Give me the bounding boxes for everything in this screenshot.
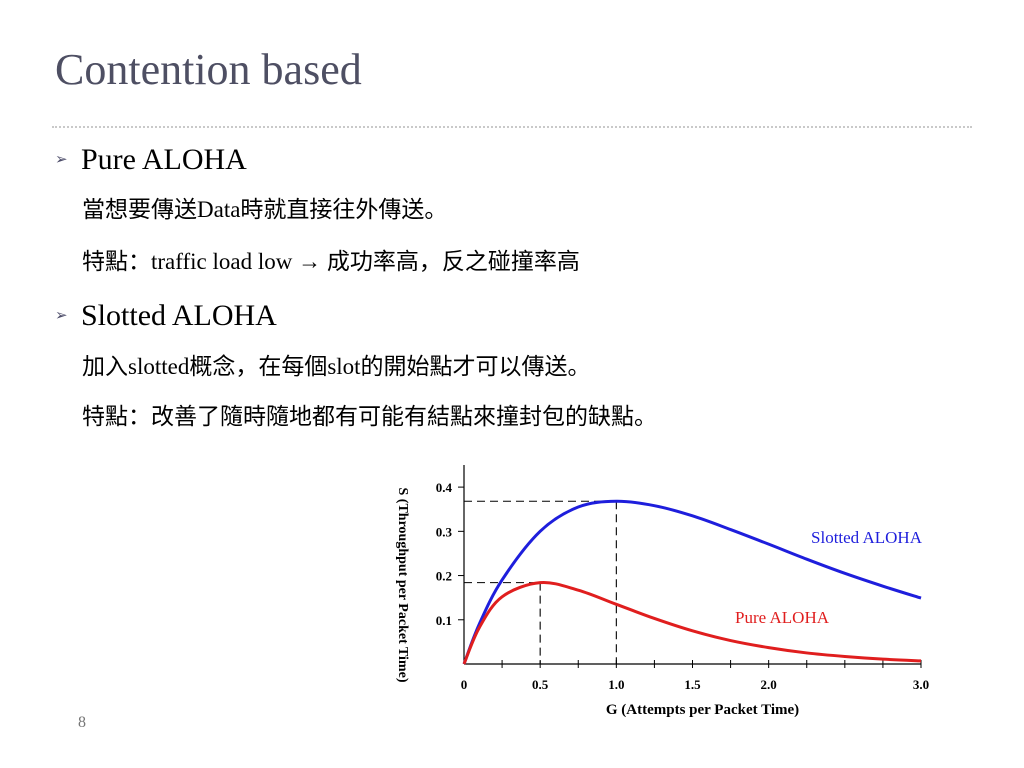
bullet-label: Slotted ALOHA [81,299,277,332]
pure-aloha-feature: 特點：traffic load low → 成功率高，反之碰撞率高 [82,249,580,274]
pure-aloha-label: Pure ALOHA [735,608,830,627]
x-tick-label: 1.0 [608,677,624,692]
page-number: 8 [78,714,86,731]
arrowhead-bullet-icon: ➢ [55,152,68,168]
aloha-throughput-chart: 0.1 0.2 0.3 0.4 0 0.5 1.0 1.5 2.0 3.0 Slotted ALOH… [385,445,945,745]
x-tick-label: 2.0 [761,677,777,692]
slotted-aloha-feature: 特點：改善了隨時隨地都有可能有結點來撞封包的缺點。 [82,404,657,429]
y-tick-label: 0.1 [436,613,452,628]
y-tick-label: 0.4 [436,480,453,495]
title-divider [52,126,972,128]
x-tick-label: 3.0 [913,677,929,692]
y-tick-label: 0.3 [436,524,453,539]
x-tick-label: 0 [461,677,468,692]
slotted-aloha-line [462,499,922,665]
slotted-aloha-label: Slotted ALOHA [811,528,923,547]
pure-aloha-line [462,580,922,665]
pure-aloha-description: 當想要傳送Data時就直接往外傳送。 [82,197,448,222]
slide-title: Contention based [55,45,362,94]
x-axis-title: G (Attempts per Packet Time) [606,702,799,718]
bullet-label: Pure ALOHA [81,143,247,176]
y-tick-label: 0.2 [436,569,452,584]
x-tick-label: 0.5 [532,677,549,692]
bullet-pure-aloha: ➢ Pure ALOHA [55,140,247,180]
bullet-slotted-aloha: ➢ Slotted ALOHA [55,296,277,336]
slotted-aloha-description: 加入slotted概念，在每個slot的開始點才可以傳送。 [82,354,591,379]
y-axis-title: S (Throughput per Packet Time) [395,488,410,683]
arrowhead-bullet-icon: ➢ [55,308,68,324]
chart-canvas: 0.1 0.2 0.3 0.4 0 0.5 1.0 1.5 2.0 3.0 Slotted ALOH… [395,465,929,718]
x-tick-label: 1.5 [684,677,701,692]
